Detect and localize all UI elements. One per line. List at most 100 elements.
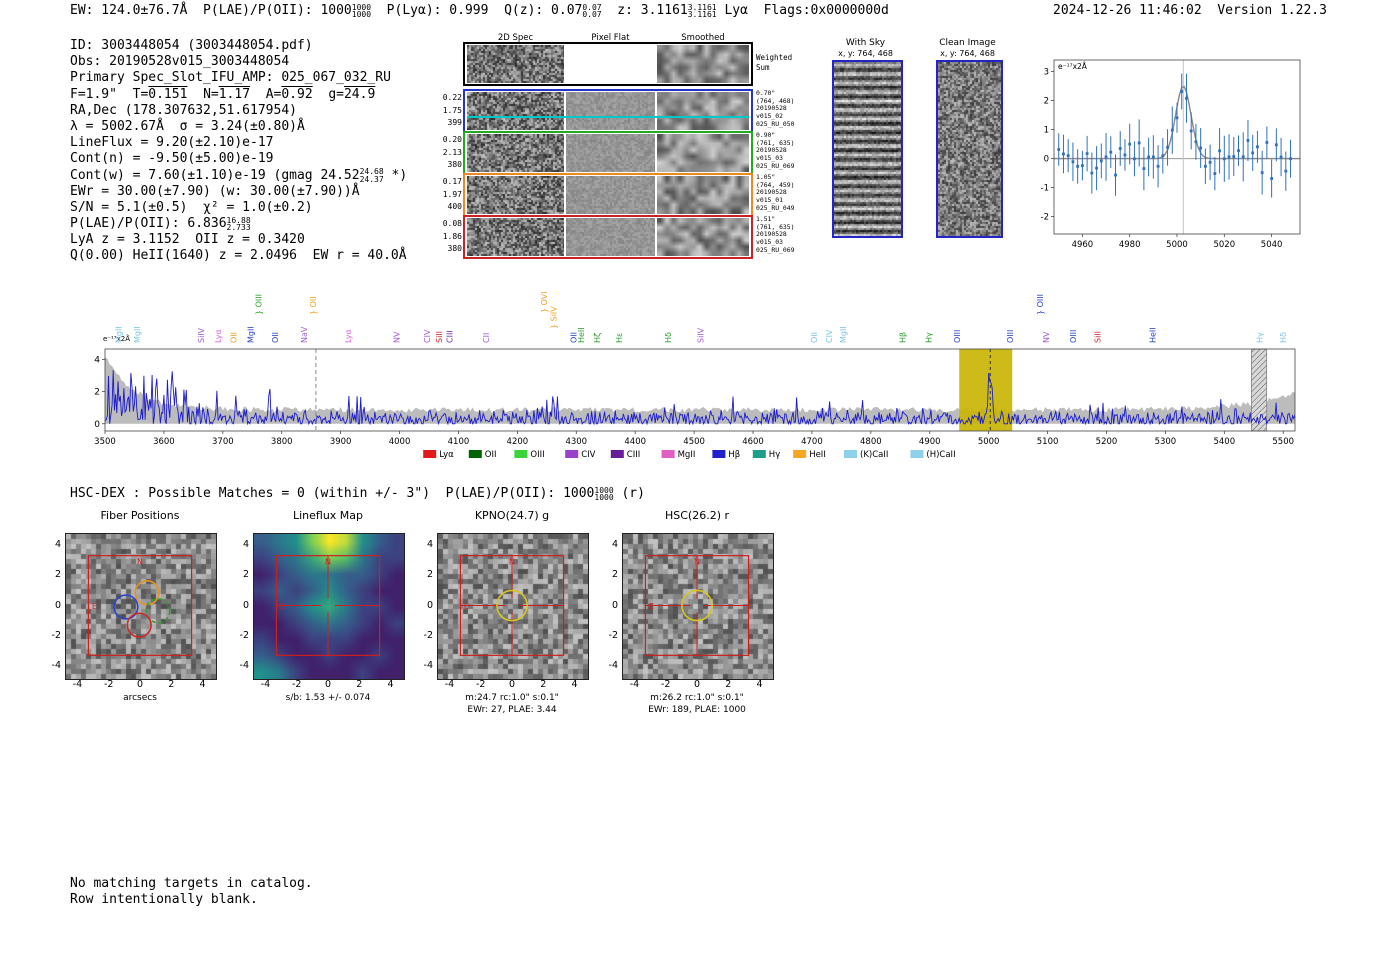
with-sky-image: [832, 60, 903, 238]
x-tick-label: 4: [199, 679, 206, 690]
fiber-info-labels-row4: 1.51" (761, 635) 20190528 v015_03 025_RU_069: [756, 215, 795, 254]
svg-text:4980: 4980: [1119, 240, 1141, 250]
svg-text:5000: 5000: [978, 437, 1000, 447]
svg-text:NV: NV: [393, 331, 402, 343]
svg-text:5100: 5100: [1037, 437, 1059, 447]
panel-image: [253, 533, 405, 680]
svg-text:OIII: OIII: [953, 330, 962, 343]
svg-text:E: E: [280, 602, 285, 611]
panel-title: HSC(26.2) r: [664, 509, 730, 522]
panel-caption: m:26.2 rc:1.0" s:0.1": [650, 693, 744, 703]
footer-line-1: No matching targets in catalog.: [70, 876, 313, 891]
smoothed-image-row0: [657, 45, 749, 83]
panel-title: Fiber Positions: [100, 509, 180, 522]
panel-overlay: NE: [644, 555, 750, 656]
svg-text:Hε: Hε: [615, 333, 624, 343]
y-tick-label: -4: [608, 659, 618, 671]
y-tick-label: 0: [426, 599, 433, 611]
col-title-smoothed: Smoothed: [681, 33, 725, 43]
fiber-weight-labels-row2: 0.20 2.13 380: [442, 135, 462, 170]
svg-text:Lyα: Lyα: [439, 450, 454, 460]
svg-text:MgII: MgII: [133, 326, 142, 343]
svg-text:MgII: MgII: [115, 326, 124, 343]
spec2d-image-row1: [467, 92, 564, 130]
y-tick-label: 2: [54, 569, 61, 581]
svg-text:OII: OII: [485, 450, 497, 460]
pixelflat-image-row4: [566, 218, 655, 256]
svg-text:} OII: } OII: [309, 296, 318, 315]
svg-text:N: N: [325, 558, 331, 567]
stacked-fraction: 24.68 24.37: [359, 167, 384, 184]
clean-image-title: Clean Image: [939, 38, 996, 48]
panel-image: [622, 533, 774, 680]
info-line-1: ID: 3003448054 (3003448054.pdf): [70, 38, 313, 53]
svg-text:4800: 4800: [860, 437, 882, 447]
x-tick-label: -4: [260, 679, 271, 690]
y-tick-label: 4: [242, 539, 249, 551]
svg-text:SiII: SiII: [1094, 331, 1103, 343]
svg-text:Hβ: Hβ: [728, 450, 740, 460]
svg-text:4500: 4500: [683, 437, 705, 447]
svg-text:3700: 3700: [212, 437, 234, 447]
x-tick-label: 2: [168, 679, 175, 690]
svg-text:2: 2: [1044, 97, 1049, 107]
y-tick-label: 0: [611, 599, 618, 611]
svg-text:CIV: CIV: [423, 329, 432, 343]
svg-text:Hδ: Hδ: [1279, 332, 1288, 343]
svg-text:E: E: [464, 602, 469, 611]
info-line-5: RA,Dec (178.307632,51.617954): [70, 102, 297, 118]
panel-caption: m:24.7 rc:1.0" s:0.1": [465, 693, 559, 703]
svg-text:5000: 5000: [1166, 240, 1188, 250]
svg-text:4000: 4000: [389, 437, 411, 447]
svg-text:MgII: MgII: [247, 326, 256, 343]
info-line-10: EWr = 30.00(±7.90) (w: 30.00(±7.90))Å: [70, 183, 360, 199]
info-line-4: F=1.9" T=0.151 N=1.17 A=0.92 g=24.9: [70, 86, 376, 102]
svg-text:Hβ: Hβ: [899, 332, 908, 343]
svg-text:} OIII: } OIII: [255, 294, 264, 315]
y-tick-label: -4: [51, 659, 61, 671]
x-tick-label: -2: [292, 679, 302, 690]
clean-image-coords: x, y: 764, 468: [940, 49, 995, 58]
svg-text:1: 1: [1044, 126, 1049, 136]
svg-text:NaV: NaV: [300, 326, 309, 343]
svg-text:NV: NV: [1042, 331, 1051, 343]
svg-text:3600: 3600: [153, 437, 175, 447]
y-tick-label: -4: [239, 659, 249, 671]
spec2d-image-row0: [467, 45, 564, 83]
full-spectrum-chart: 3500 3600 3700 3800 3900 4000 4100 4200 4300 4400…: [94, 291, 1296, 460]
panel-image: [437, 533, 589, 680]
svg-text:4200: 4200: [507, 437, 529, 447]
svg-text:e⁻¹⁷x2Å: e⁻¹⁷x2Å: [1058, 62, 1088, 71]
info-line-2: Obs: 20190528v015_3003448054: [70, 54, 290, 70]
svg-text:4400: 4400: [624, 437, 646, 447]
y-tick-label: 2: [426, 569, 433, 581]
svg-text:E: E: [92, 602, 97, 611]
x-tick-label: 2: [725, 679, 732, 690]
pixelflat-image-row3: [566, 176, 655, 214]
svg-text:Hγ: Hγ: [1256, 332, 1265, 343]
x-tick-label: -4: [444, 679, 455, 690]
panel-title: Lineflux Map: [292, 509, 364, 522]
col-title-2d-spec: 2D Spec: [497, 33, 534, 43]
header-datetime-version: 2024-12-26 11:46:02 Version 1.22.3: [1053, 3, 1327, 18]
svg-text:HeII: HeII: [577, 327, 586, 343]
svg-text:5300: 5300: [1155, 437, 1177, 447]
info-line-6: λ = 5002.67Å σ = 3.24(±0.80)Å: [70, 118, 305, 134]
svg-text:Hδ: Hδ: [664, 332, 673, 343]
svg-text:CII: CII: [482, 333, 491, 343]
svg-text:OII: OII: [271, 332, 280, 343]
svg-text:CIV: CIV: [825, 329, 834, 343]
y-tick-label: 0: [54, 599, 61, 611]
info-line-12: P(LAE)/P(OII): 6.836 16.88 2.733: [70, 215, 251, 233]
svg-text:MgII: MgII: [678, 450, 696, 460]
pixelflat-image-row2: [566, 134, 655, 172]
stacked-fraction: 0.07 0.07: [582, 2, 602, 19]
fiber-info-labels-row3: 1.05" (764, 459) 20190528 v015_01 025_RU_049: [756, 173, 795, 212]
hsc-dex-match-line: HSC-DEX : Possible Matches = 0 (within +…: [70, 485, 645, 502]
svg-text:Lyα: Lyα: [344, 329, 353, 343]
svg-text:} OIII: } OIII: [1036, 294, 1045, 315]
x-tick-label: -2: [104, 679, 114, 690]
svg-text:N: N: [137, 558, 143, 567]
